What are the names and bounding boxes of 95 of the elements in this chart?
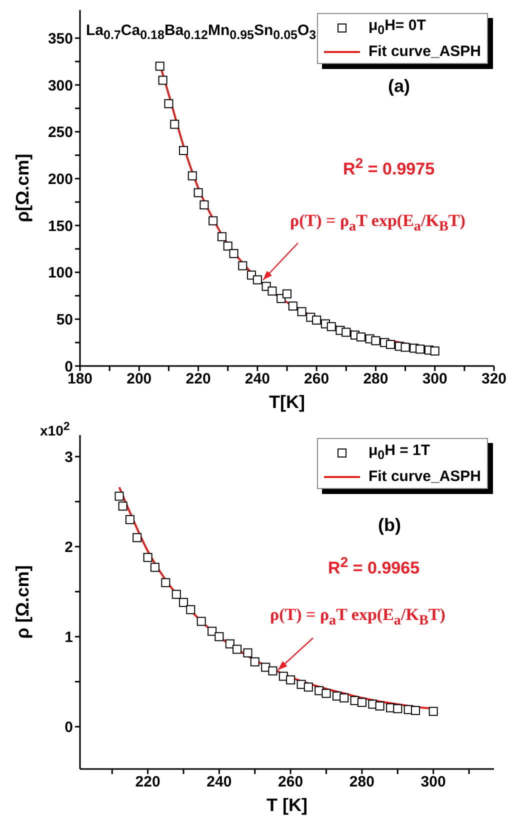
point bbox=[232, 644, 242, 654]
x-tick-label: 200 bbox=[126, 370, 152, 388]
x-axis-title: T [K] bbox=[266, 795, 308, 816]
point bbox=[357, 698, 366, 707]
point bbox=[386, 340, 395, 349]
point bbox=[375, 701, 384, 710]
y-tick-label: 0 bbox=[64, 719, 73, 736]
x-axis-title: T[K] bbox=[268, 392, 306, 413]
x-tick-label: 240 bbox=[206, 774, 232, 791]
point bbox=[188, 171, 197, 180]
point bbox=[208, 216, 218, 226]
y-axis-title: ρ [Ω.cm] bbox=[12, 565, 32, 639]
point bbox=[150, 562, 160, 572]
annotation: R$^{2}$ = 0.9965 bbox=[328, 555, 420, 579]
point bbox=[288, 302, 298, 311]
y-tick-label: 1 bbox=[64, 628, 73, 646]
x-tick-label: 240 bbox=[244, 370, 270, 388]
point bbox=[430, 346, 440, 356]
y-tick-label: 200 bbox=[48, 170, 73, 188]
point bbox=[208, 626, 217, 636]
chart-title: La$_{0.7}$Ca$_{0.18}$Ba$_{0.12}$Mn$_{0.95}$Sn$_{0.05}$O$_{3}$ bbox=[86, 22, 316, 42]
point bbox=[356, 332, 366, 342]
annotation: ρ(T) = ρ$_{a}$T exp(E$_{a}$/K$_{B}$T) bbox=[270, 605, 446, 630]
point bbox=[143, 552, 152, 562]
point bbox=[252, 275, 262, 284]
point bbox=[186, 605, 196, 614]
point bbox=[282, 289, 292, 298]
point bbox=[164, 99, 174, 108]
point bbox=[297, 307, 306, 316]
text: x10$^{2}$ bbox=[40, 420, 70, 439]
point bbox=[158, 76, 168, 85]
point bbox=[194, 188, 203, 198]
point bbox=[155, 62, 164, 71]
point bbox=[200, 200, 209, 210]
point bbox=[114, 492, 124, 501]
point bbox=[410, 706, 420, 715]
point bbox=[416, 344, 425, 354]
point bbox=[223, 242, 232, 251]
point bbox=[217, 232, 226, 242]
point bbox=[238, 261, 248, 270]
point bbox=[314, 686, 324, 696]
point bbox=[125, 515, 134, 524]
y-tick-label: 250 bbox=[48, 124, 73, 142]
point bbox=[196, 616, 206, 626]
point bbox=[268, 666, 278, 676]
point bbox=[304, 682, 313, 692]
point bbox=[393, 704, 402, 714]
x-tick-label: 300 bbox=[420, 774, 446, 791]
y-tick-label: 3 bbox=[64, 448, 73, 466]
point bbox=[340, 693, 349, 702]
y-tick-label: 100 bbox=[48, 264, 73, 282]
point bbox=[243, 648, 252, 658]
point bbox=[229, 249, 238, 258]
point bbox=[428, 706, 438, 716]
point bbox=[214, 632, 224, 642]
y-axis-title: ρ[Ω.cm] bbox=[12, 154, 32, 222]
annotation: (b) bbox=[378, 515, 401, 536]
point bbox=[342, 328, 351, 337]
y-tick-label: 150 bbox=[48, 218, 73, 235]
point bbox=[132, 533, 142, 542]
x-tick-label: 280 bbox=[349, 774, 374, 791]
x-tick-label: 260 bbox=[278, 774, 304, 791]
y-tick-label: 2 bbox=[64, 538, 73, 556]
y-tick-label: 350 bbox=[48, 30, 73, 48]
x-tick-label: 180 bbox=[67, 370, 93, 388]
legend-label: μ$_{0}$H = 1T bbox=[368, 441, 430, 464]
point bbox=[179, 598, 188, 607]
x-tick-label: 220 bbox=[186, 370, 211, 388]
point bbox=[250, 657, 260, 666]
y-tick-label: 300 bbox=[48, 77, 73, 94]
y-tick-label: 50 bbox=[56, 311, 73, 328]
x-tick-label: 300 bbox=[422, 370, 448, 388]
point bbox=[172, 590, 181, 599]
legend-label: Fit curve_ASPH bbox=[368, 467, 481, 487]
point bbox=[312, 316, 322, 325]
point bbox=[225, 639, 234, 648]
point bbox=[371, 336, 380, 346]
point bbox=[118, 502, 128, 511]
x-tick-label: 280 bbox=[363, 370, 388, 388]
point bbox=[400, 342, 410, 352]
point bbox=[326, 322, 336, 332]
legend-label: Fit curve_ASPH bbox=[368, 42, 481, 62]
x-tick-label: 320 bbox=[481, 370, 507, 388]
point bbox=[179, 146, 188, 156]
point bbox=[286, 675, 296, 684]
point bbox=[161, 578, 170, 588]
point bbox=[170, 120, 180, 129]
legend-label: μ$_{0}$H= 0T bbox=[368, 16, 426, 39]
point bbox=[322, 688, 331, 698]
point bbox=[268, 286, 277, 296]
x-tick-label: 260 bbox=[304, 370, 330, 388]
annotation: ρ(T) = ρ$_{a}$T exp(E$_{a}$/K$_{B}$T) bbox=[290, 211, 466, 236]
annotation: (a) bbox=[388, 76, 410, 97]
annotation: R$^{2}$ = 0.9975 bbox=[343, 156, 435, 180]
x-tick-label: 220 bbox=[135, 774, 160, 791]
